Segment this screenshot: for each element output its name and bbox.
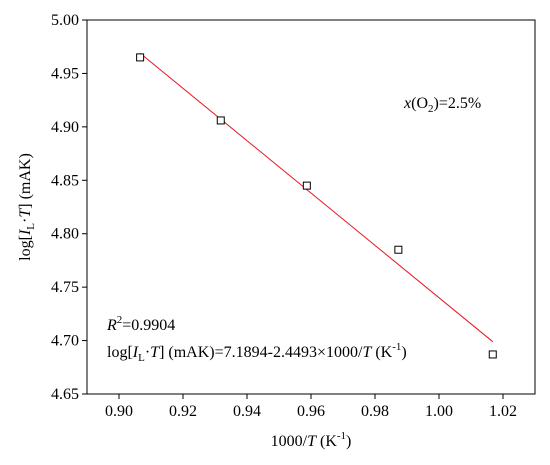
xlabel-var: T <box>307 433 317 450</box>
data-point <box>136 53 145 62</box>
xlabel-prefix: 1000/ <box>271 433 308 450</box>
x-tick-label: 0.90 <box>105 403 133 420</box>
eq-dot: · <box>145 344 150 361</box>
r2-rest: =0.9904 <box>122 317 175 334</box>
y-tick-label: 4.75 <box>51 279 79 296</box>
r2-var: R <box>106 317 117 334</box>
r2-annotation: R2=0.9904 <box>106 314 175 334</box>
data-point <box>488 350 497 359</box>
data-point <box>302 181 311 190</box>
x-tick-label: 0.96 <box>297 403 325 420</box>
eq-var2: T <box>150 344 160 361</box>
eq-p1: log[ <box>107 344 133 361</box>
data-points <box>136 53 497 359</box>
y-tick-label: 4.65 <box>51 386 79 403</box>
ylabel-dot: · <box>17 218 34 223</box>
y-tick-label: 4.80 <box>51 226 79 243</box>
ylabel-sub: L <box>25 223 37 230</box>
ylabel-suffix: ] (mAK) <box>17 153 34 209</box>
y-tick-label: 4.85 <box>51 172 79 189</box>
eq-sub: L <box>138 352 145 364</box>
xlabel-suffix: (K <box>316 433 337 450</box>
y-tick-label: 4.90 <box>51 119 79 136</box>
xlabel-sup: -1 <box>337 430 346 442</box>
fit-equation: log[IL·T] (mAK)=7.1894-2.4493×1000/T (K-… <box>107 341 407 364</box>
xlabel-close: ) <box>346 433 351 450</box>
eq-var1: I <box>132 344 139 361</box>
data-point <box>394 245 403 254</box>
x-tick-label: 1.00 <box>425 403 453 420</box>
x-tick-label: 0.98 <box>361 403 389 420</box>
y-tick-label: 5.00 <box>51 12 79 29</box>
eq-p4: ) <box>401 344 406 361</box>
plot-frame <box>86 19 536 395</box>
ylabel-var2: T <box>17 208 34 218</box>
y-axis-ticks: 4.65 4.70 4.75 4.80 4.85 4.90 4.95 5.00 <box>51 12 87 403</box>
condition-var: x <box>403 95 411 112</box>
eq-p3: (K <box>371 344 392 361</box>
x-tick-label: 0.92 <box>169 403 197 420</box>
x-axis-ticks: 0.90 0.92 0.94 0.96 0.98 1.00 1.02 <box>105 394 517 420</box>
eq-sup: -1 <box>392 341 401 353</box>
y-tick-label: 4.70 <box>51 333 79 350</box>
condition-sub: 2 <box>428 103 434 115</box>
ylabel-prefix: log[ <box>17 235 34 261</box>
ylabel-var1: I <box>17 229 34 236</box>
condition-rest: )=2.5% <box>434 95 482 112</box>
data-point <box>216 116 225 125</box>
r2-sup: 2 <box>117 314 123 326</box>
x-axis-label: 1000/T (K-1) <box>271 430 352 450</box>
y-tick-label: 4.95 <box>51 65 79 82</box>
y-axis-label: log[IL·T] (mAK) <box>17 153 37 261</box>
condition-open: (O <box>411 95 428 112</box>
x-tick-label: 0.94 <box>233 403 261 420</box>
condition-annotation: x(O2)=2.5% <box>403 95 481 115</box>
eq-var3: T <box>362 344 372 361</box>
x-tick-label: 1.02 <box>489 403 517 420</box>
fit-line <box>139 52 494 343</box>
eq-p2: ] (mAK)=7.1894-2.4493×1000/ <box>159 344 363 361</box>
